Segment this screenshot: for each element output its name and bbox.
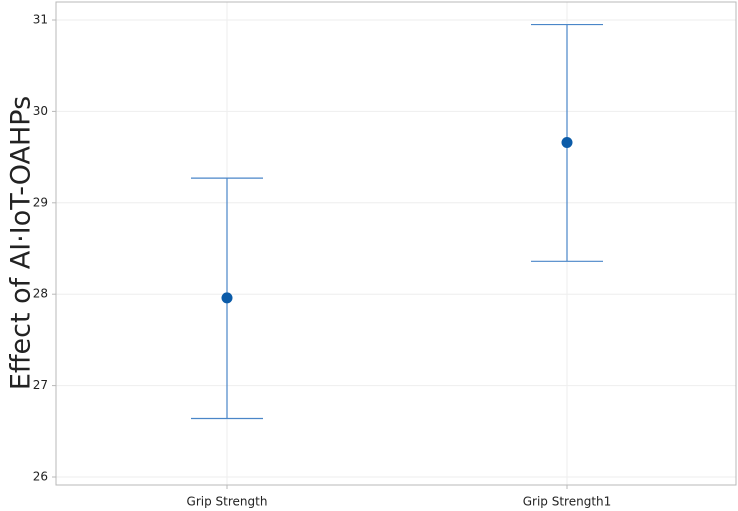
- mean-point: [561, 136, 573, 148]
- error-bar-group: [191, 177, 263, 420]
- x-tick-label: Grip Strength: [187, 495, 268, 509]
- y-axis-label: Effect of AI·IoT-OAHPs: [6, 96, 37, 390]
- y-axis: 26 27 28 29 30 31: [33, 13, 56, 484]
- mean-point: [221, 292, 233, 304]
- plot-frame: [55, 1, 737, 486]
- y-tick-label: 26: [33, 470, 48, 484]
- error-bar-group: [531, 23, 603, 262]
- y-tick-label: 30: [33, 104, 48, 118]
- error-bars: [191, 23, 603, 420]
- y-tick-label: 27: [33, 378, 48, 392]
- y-tick-label: 31: [33, 13, 48, 27]
- x-axis: Grip Strength Grip Strength1: [187, 485, 612, 509]
- x-tick-label: Grip Strength1: [523, 495, 612, 509]
- gridlines: [56, 2, 736, 485]
- y-tick-label: 29: [33, 195, 48, 209]
- y-tick-label: 28: [33, 287, 48, 301]
